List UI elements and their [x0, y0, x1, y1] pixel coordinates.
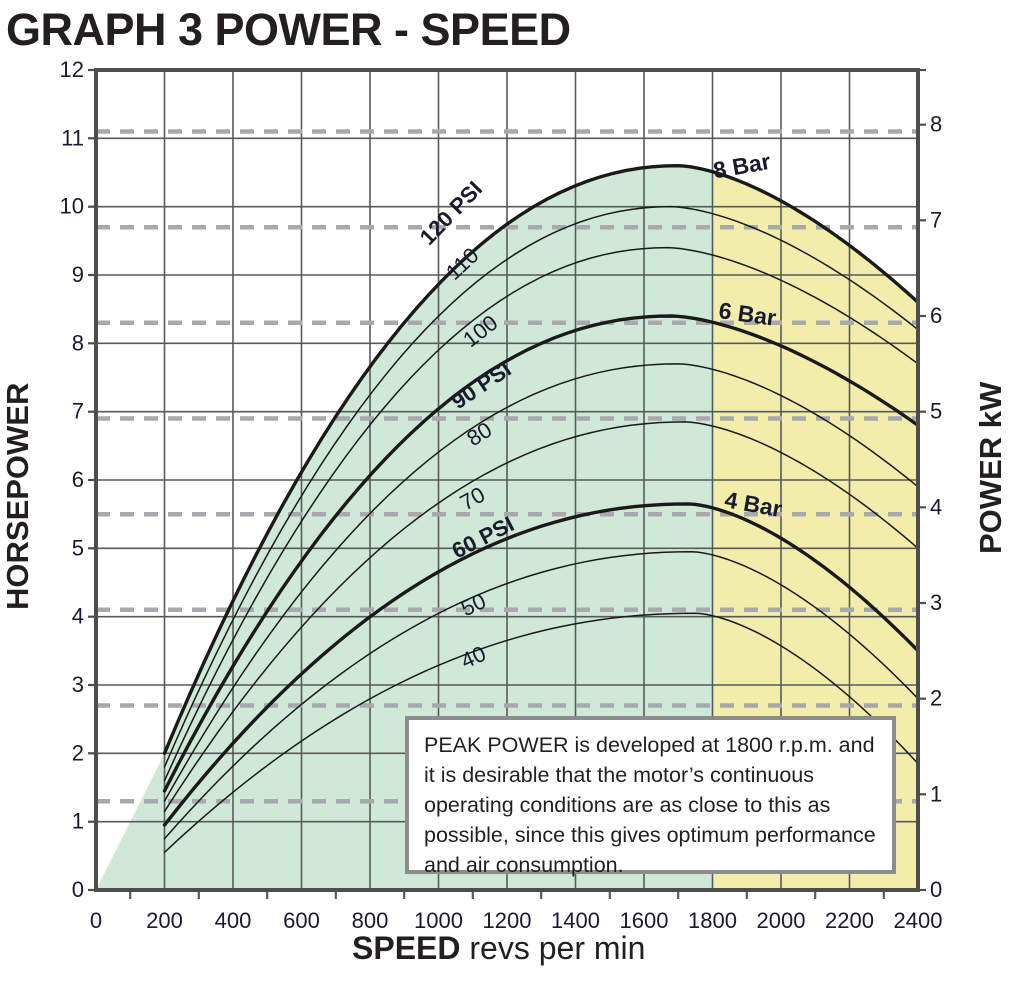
svg-text:5: 5	[72, 535, 84, 560]
svg-text:9: 9	[72, 262, 84, 287]
svg-text:2: 2	[930, 686, 942, 711]
svg-text:0: 0	[90, 908, 102, 933]
svg-text:6: 6	[930, 303, 942, 328]
svg-text:2200: 2200	[825, 908, 874, 933]
svg-text:8 Bar: 8 Bar	[711, 148, 772, 184]
svg-text:2000: 2000	[757, 908, 806, 933]
svg-text:4: 4	[930, 494, 942, 519]
svg-text:4: 4	[72, 604, 84, 629]
svg-text:5: 5	[930, 399, 942, 424]
svg-text:0: 0	[930, 877, 942, 902]
svg-text:200: 200	[146, 908, 183, 933]
svg-text:8: 8	[72, 330, 84, 355]
svg-text:3: 3	[930, 590, 942, 615]
svg-text:11: 11	[61, 125, 84, 150]
svg-text:1: 1	[930, 781, 942, 806]
svg-text:2400: 2400	[894, 908, 943, 933]
svg-text:7: 7	[72, 399, 84, 424]
svg-text:12: 12	[60, 57, 84, 82]
svg-text:2: 2	[72, 740, 84, 765]
svg-text:6: 6	[72, 467, 84, 492]
svg-text:400: 400	[215, 908, 252, 933]
svg-text:120 PSI: 120 PSI	[415, 176, 487, 250]
svg-text:3: 3	[72, 672, 84, 697]
svg-text:8: 8	[930, 112, 942, 137]
svg-text:7: 7	[930, 207, 942, 232]
svg-text:10: 10	[60, 194, 84, 219]
svg-text:600: 600	[283, 908, 320, 933]
svg-text:1: 1	[72, 809, 84, 834]
svg-text:1800: 1800	[688, 908, 737, 933]
svg-text:0: 0	[72, 877, 84, 902]
